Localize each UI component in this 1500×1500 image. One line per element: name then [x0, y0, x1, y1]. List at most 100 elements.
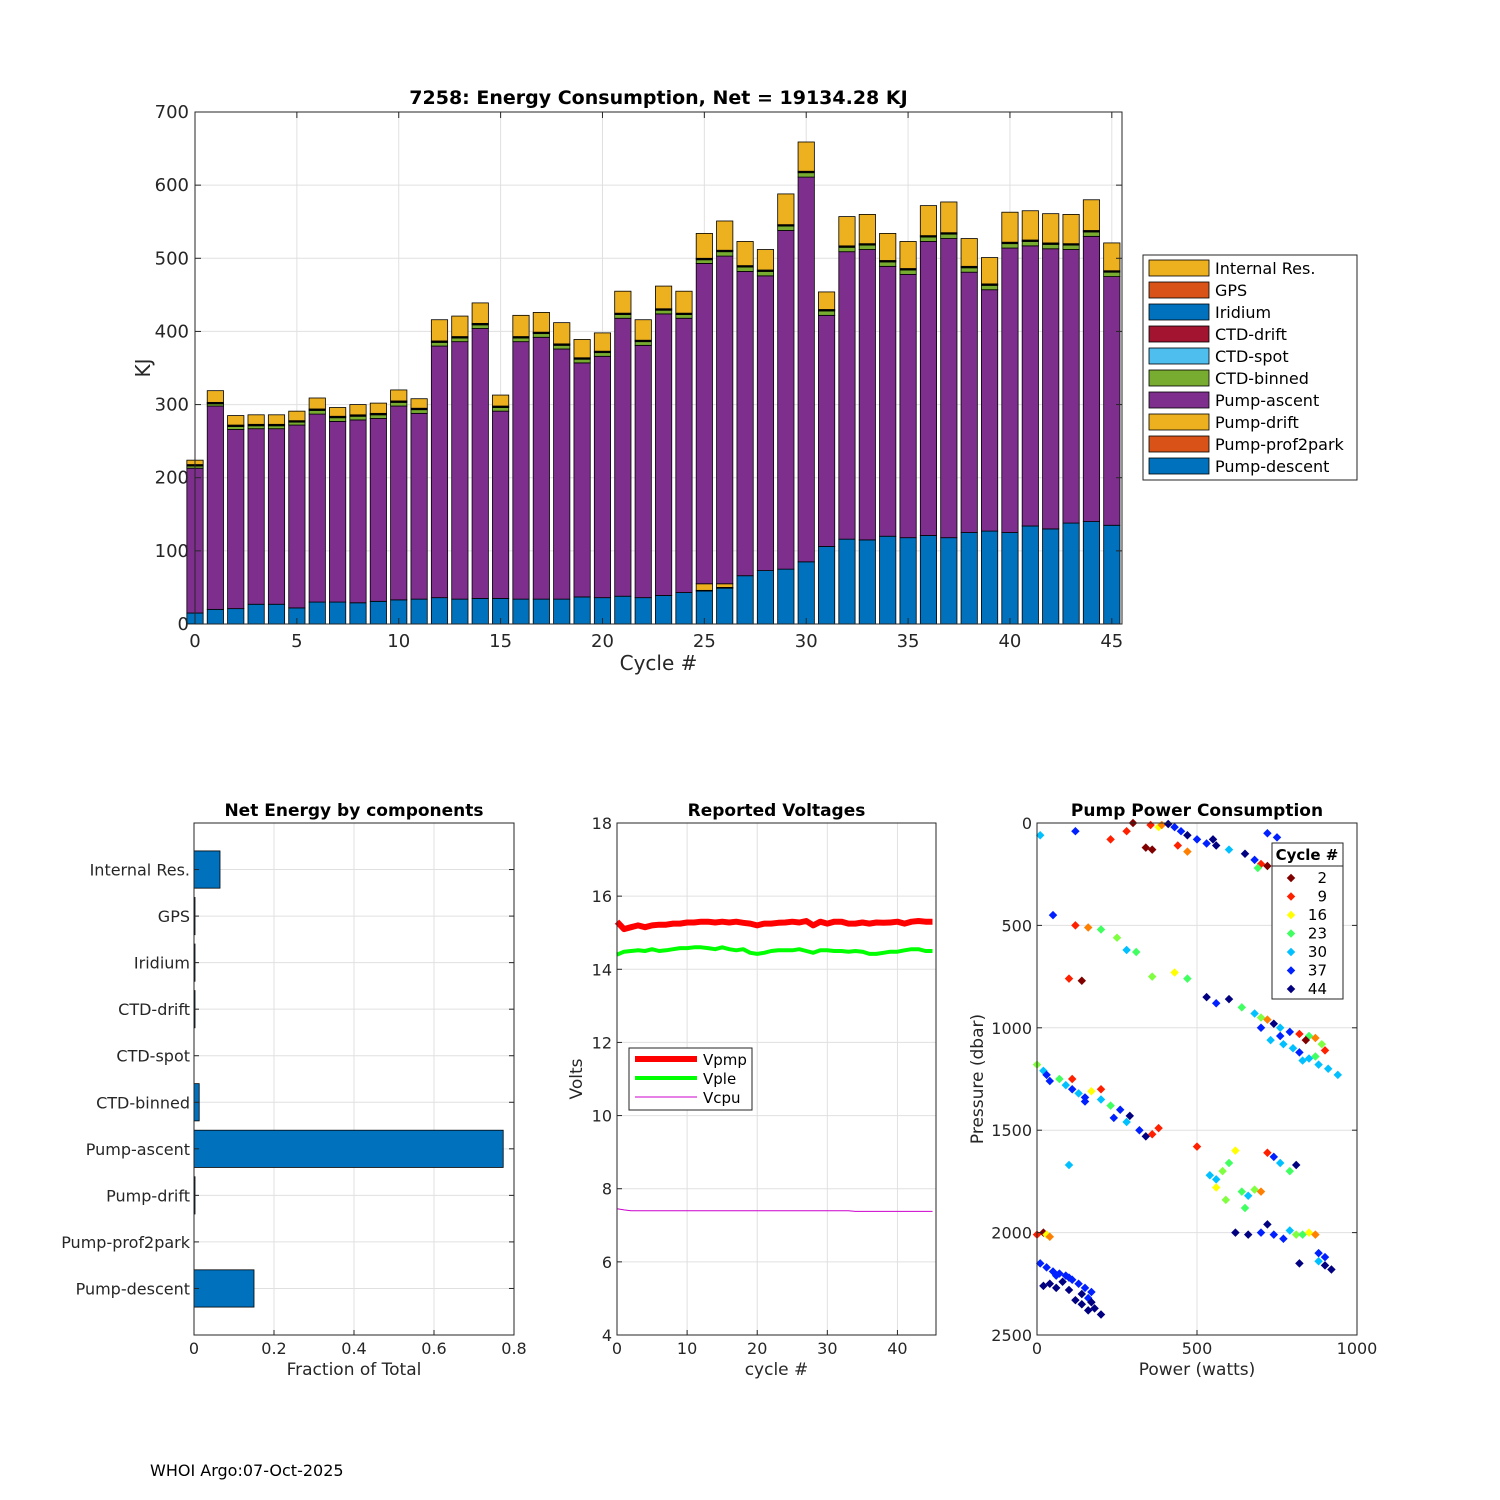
- legend-marker: [1286, 910, 1296, 920]
- scatter-point: [1045, 1076, 1055, 1086]
- axes-box: [194, 111, 1123, 625]
- x-tick-label: 30: [795, 631, 818, 652]
- bar-segment: [919, 535, 937, 625]
- bar-segment: [695, 583, 713, 591]
- bar-segment: [655, 309, 673, 315]
- y-axis-label: Pressure (dbar): [968, 1014, 988, 1144]
- bar-segment: [1062, 213, 1080, 245]
- legend: Internal Res. GPS Iridium CTD-drift CTD-spot…: [1142, 254, 1358, 481]
- bar-segment: [227, 429, 245, 610]
- x-tick-label: 0: [612, 1339, 622, 1358]
- bar-segment: [1103, 242, 1121, 272]
- bar-segment: [797, 141, 815, 172]
- scatter-point: [1064, 974, 1074, 983]
- scatter-point: [1096, 1310, 1106, 1319]
- scatter-point: [1106, 1101, 1115, 1110]
- bar-segment: [614, 595, 632, 625]
- bar-segment: [227, 608, 245, 625]
- bar-segment: [247, 414, 265, 425]
- scatter-point: [1109, 1113, 1119, 1123]
- scatter-point: [1163, 819, 1173, 829]
- scatter-point: [1112, 933, 1122, 942]
- legend-label: 37: [1308, 962, 1327, 980]
- scatter-point: [1074, 1089, 1083, 1098]
- scatter-point: [1298, 1056, 1307, 1065]
- scatter-point: [1250, 1185, 1259, 1194]
- bar-segment: [288, 424, 306, 609]
- bar-segment: [451, 598, 469, 625]
- scatter-point: [1183, 974, 1192, 983]
- scatter-point: [1064, 1160, 1074, 1170]
- scatter-point: [1288, 1044, 1298, 1053]
- legend-marker: [1286, 966, 1296, 975]
- scatter-point: [1183, 831, 1192, 840]
- scatter-point: [1067, 1084, 1077, 1094]
- bar-segment: [451, 337, 469, 343]
- bar-segment: [981, 284, 999, 291]
- scatter-point: [1071, 826, 1080, 836]
- bar-segment: [1082, 199, 1100, 231]
- bar-segment: [369, 402, 387, 414]
- x-tick-label: 20: [591, 631, 614, 652]
- bar-segment: [512, 314, 530, 337]
- bar-segment: [1021, 241, 1039, 247]
- bar-segment: [1082, 521, 1100, 625]
- bar-segment: [492, 394, 510, 407]
- scatter-point: [1320, 1046, 1330, 1055]
- category-label: CTD-drift: [118, 1000, 190, 1019]
- bar-segment: [634, 344, 652, 599]
- bar-segment: [471, 302, 489, 324]
- chart-title: Reported Voltages: [688, 801, 866, 821]
- bar-segment: [451, 341, 469, 600]
- x-tick-label: 0: [189, 1339, 199, 1358]
- bar-segment: [655, 285, 673, 310]
- bar-segment: [858, 244, 876, 250]
- legend-title: Cycle #: [1276, 846, 1339, 864]
- scatter-point: [1224, 994, 1234, 1004]
- bar-segment: [553, 598, 571, 625]
- bar-segment: [797, 172, 815, 178]
- legend-swatch: [1148, 391, 1210, 409]
- scatter-point: [1064, 1285, 1074, 1295]
- scatter-point: [1122, 826, 1131, 836]
- y-tick-label: 2500: [991, 1326, 1032, 1345]
- scatter-point: [1266, 1035, 1275, 1045]
- bar-segment: [655, 595, 673, 625]
- scatter-point: [1243, 1230, 1253, 1239]
- bar-segment: [512, 598, 530, 625]
- legend-swatch: [1148, 303, 1210, 321]
- bar-segment: [267, 425, 286, 430]
- bar-segment: [247, 428, 265, 605]
- scatter-point: [1096, 1084, 1106, 1094]
- legend-label: 44: [1308, 980, 1327, 998]
- bar-segment: [288, 421, 306, 426]
- bar-segment: [573, 358, 591, 364]
- scatter-point: [1221, 1195, 1231, 1205]
- legend-label: Pump-prof2park: [1215, 435, 1345, 454]
- scatter-point: [1087, 1087, 1096, 1096]
- bar-segment: [797, 176, 815, 563]
- legend-label: 30: [1308, 943, 1327, 961]
- bar-segment: [288, 410, 306, 422]
- scatter-point: [1147, 972, 1157, 981]
- bar-segment: [349, 419, 367, 604]
- bar-segment: [716, 587, 734, 625]
- x-tick-label: 0.4: [341, 1339, 366, 1358]
- scatter-point: [1231, 1146, 1240, 1155]
- scatter-point: [1087, 1287, 1096, 1297]
- scatter-point: [1051, 1271, 1061, 1280]
- bar-segment: [1103, 271, 1121, 277]
- legend-label: Iridium: [1215, 303, 1271, 322]
- scatter-point: [1240, 849, 1250, 858]
- scatter-point: [1263, 1148, 1272, 1157]
- bar-segment: [838, 538, 856, 625]
- legend-label: Internal Res.: [1215, 259, 1315, 278]
- bar-segment: [410, 409, 428, 414]
- bar-segment: [960, 238, 978, 267]
- scatter-point: [1333, 1070, 1343, 1080]
- components-chart: Internal Res. GPS Iridium CTD-drift CTD-spot…: [61, 801, 527, 1380]
- y-tick-label: 4: [602, 1326, 612, 1345]
- bar-segment: [573, 362, 591, 598]
- scatter-point: [1035, 831, 1045, 840]
- legend-label: 9: [1317, 888, 1327, 906]
